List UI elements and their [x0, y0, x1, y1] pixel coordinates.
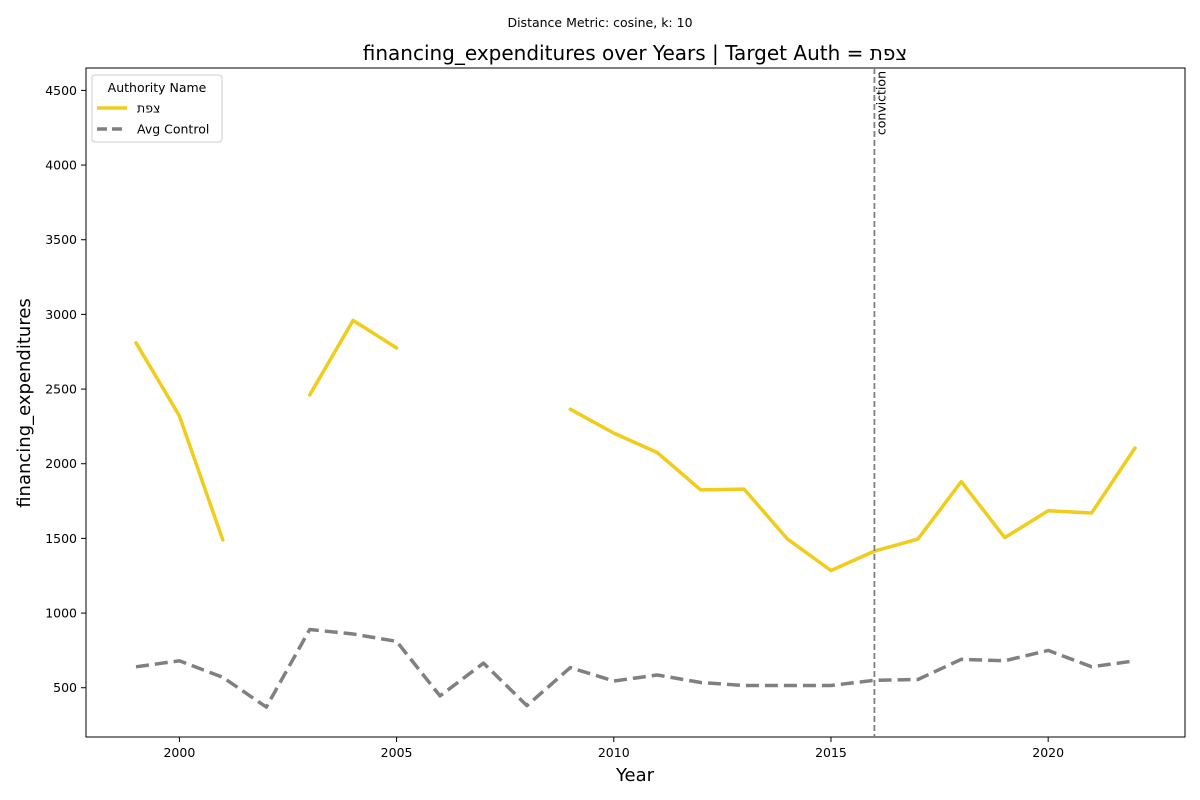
y-tick-label: 1000 [45, 606, 77, 621]
legend-label-1: צפת [137, 101, 160, 116]
legend-box [91, 74, 223, 143]
y-tick-label: 2500 [45, 382, 77, 397]
series-line-1 [307, 318, 399, 397]
chart-suptitle: Distance Metric: cosine, k: 10 [507, 15, 692, 30]
x-tick-label: 2000 [163, 745, 195, 760]
series-line-1 [134, 341, 225, 542]
series-line-1 [568, 407, 1137, 573]
x-axis-label: Year [615, 765, 655, 786]
chart-title: financing_expenditures over Years | Targ… [363, 41, 907, 65]
axes-frame [85, 67, 1186, 738]
series-line-2 [135, 627, 1136, 709]
y-tick-label: 3500 [45, 232, 77, 247]
legend-label-2: Avg Control [137, 122, 209, 137]
y-tick-label: 2000 [45, 456, 77, 471]
x-tick-label: 2015 [815, 745, 847, 760]
y-tick-label: 3000 [45, 307, 77, 322]
y-tick-label: 4000 [45, 158, 77, 173]
legend-title: Authority Name [108, 80, 207, 95]
annotation-label: conviction [873, 71, 888, 135]
y-tick-label: 4500 [45, 83, 77, 98]
plot-area: 2000 2005 2010 2015 2020 500 1000 1500 2000 2500 3… [45, 67, 1186, 760]
y-axis-label: financing_expenditures [14, 298, 35, 508]
y-tick-label: 1500 [45, 531, 77, 546]
x-tick-label: 2010 [598, 745, 630, 760]
y-tick-label: 500 [53, 680, 77, 695]
legend: Authority Name צפת Avg Control [91, 74, 223, 143]
x-tick-label: 2020 [1032, 745, 1064, 760]
x-tick-label: 2005 [381, 745, 413, 760]
